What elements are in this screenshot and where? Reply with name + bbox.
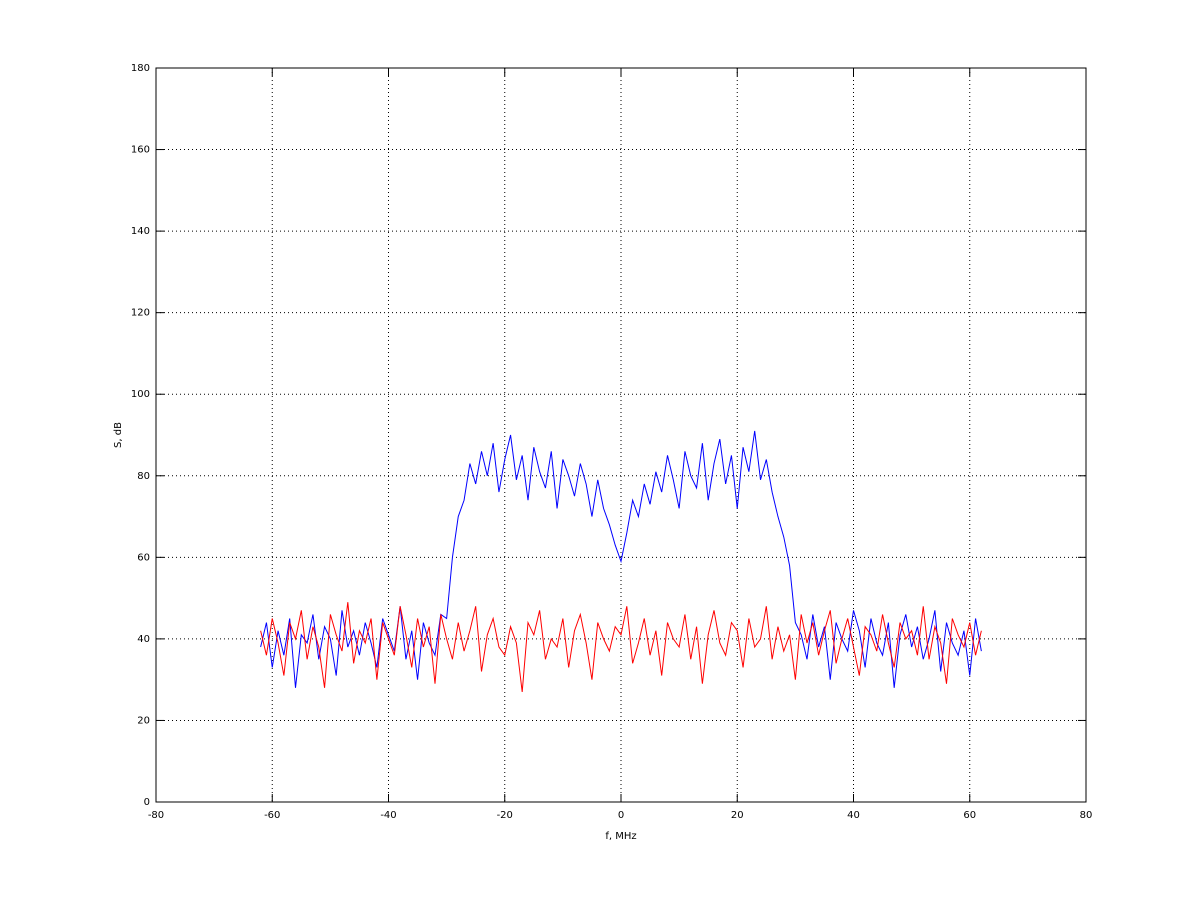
y-tick-label: 120 [131,308,150,319]
x-tick-label: -80 [148,810,164,821]
plot-frame [155,67,1087,803]
y-tick-label: 140 [131,226,150,237]
y-tick-label: 180 [131,63,150,74]
x-tick-label: -20 [497,810,513,821]
y-tick-label: 0 [144,797,150,808]
series-line [260,602,982,692]
x-tick-label: 40 [847,810,860,821]
series-line [260,430,982,688]
x-tick-label: -40 [380,810,396,821]
y-axis-label: S, dB [113,422,124,448]
x-tick-label: 0 [618,810,624,821]
y-tick-label: 160 [131,145,150,156]
y-tick-label: 40 [137,634,150,645]
y-tick-label: 20 [137,715,150,726]
y-tick-label: 100 [131,389,150,400]
x-axis-label: f, MHz [605,831,636,842]
y-tick-label: 80 [137,471,150,482]
x-tick-label: 80 [1080,810,1093,821]
x-tick-label: 20 [731,810,744,821]
x-tick-label: -60 [264,810,280,821]
y-tick-label: 60 [137,552,150,563]
x-tick-label: 60 [963,810,976,821]
